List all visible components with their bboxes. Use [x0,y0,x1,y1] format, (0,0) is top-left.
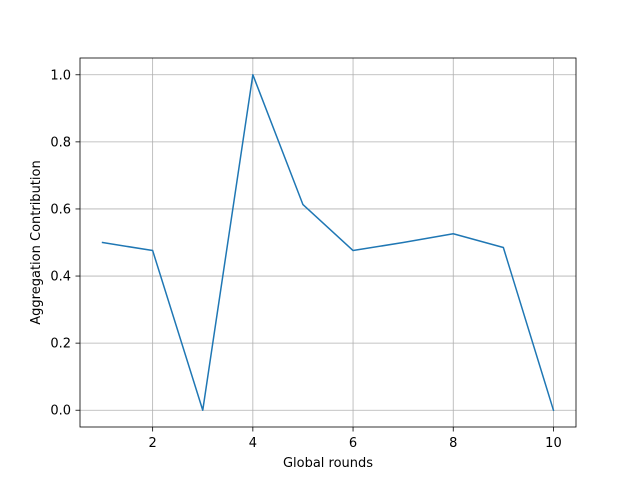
data-point [202,409,204,411]
grid-lines [80,58,576,427]
data-point [102,242,104,244]
x-tick-label: 10 [545,436,562,451]
x-tick-label: 8 [449,436,457,451]
y-tick-label: 0.8 [50,135,71,150]
data-point [452,233,454,235]
series-layer [101,74,555,412]
y-tick-label: 0.6 [50,202,71,217]
x-axis-label: Global rounds [283,456,373,471]
y-tick-label: 1.0 [50,68,71,83]
data-point [402,242,404,244]
y-tick-label: 0.4 [50,270,71,285]
data-point [252,74,254,76]
data-point [302,204,304,206]
x-tick-label: 6 [349,436,357,451]
x-tick-label: 4 [249,436,257,451]
x-axis: 2 4 6 8 10 [149,427,562,451]
y-axis: 0.0 0.2 0.4 0.6 0.8 1.0 [50,68,80,419]
data-point [503,247,505,249]
data-point [152,250,154,252]
series-line [101,74,555,412]
plot-frame [79,57,577,428]
y-tick-label: 0.0 [50,404,71,419]
data-point [352,250,354,252]
plot-area [80,58,576,427]
x-tick-label: 2 [149,436,157,451]
y-tick-label: 0.2 [50,337,71,352]
data-point [553,409,555,411]
y-axis-label: Aggregation Contribution [29,160,44,324]
